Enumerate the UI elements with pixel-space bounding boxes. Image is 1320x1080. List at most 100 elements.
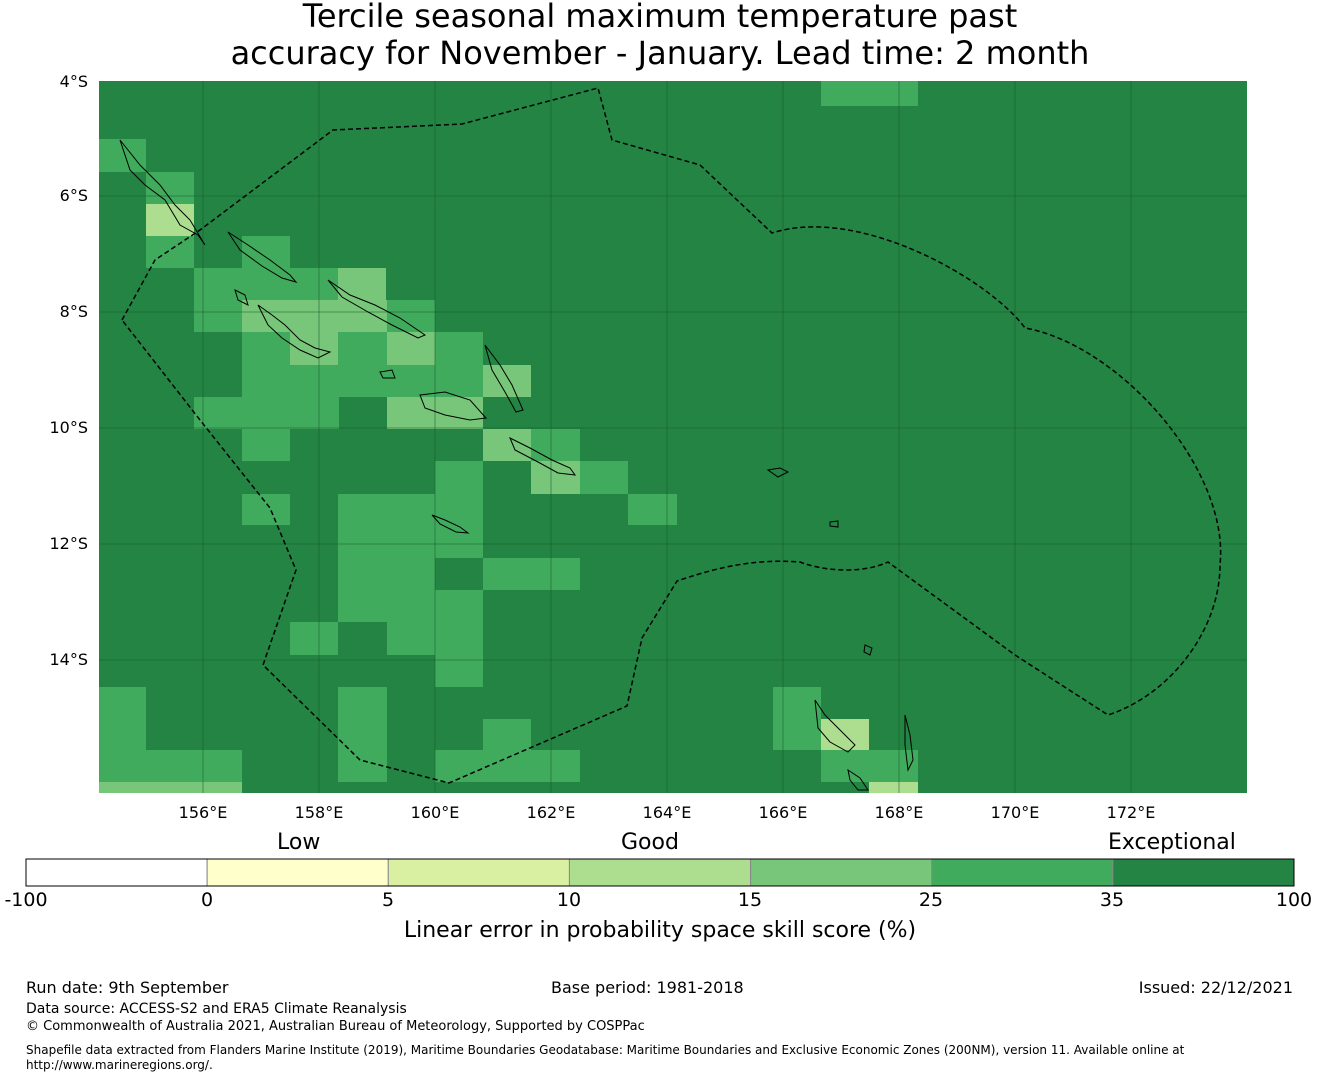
copyright: © Commonwealth of Australia 2021, Austra… [26, 1019, 645, 1034]
category-low: Low [277, 830, 321, 855]
grid-cell [290, 622, 338, 655]
grid-cell [242, 494, 290, 525]
grid-cell [242, 300, 387, 333]
coastlines [119, 139, 914, 791]
grid-cell [387, 300, 435, 333]
island-bougainville [119, 139, 206, 246]
map-background [99, 81, 1247, 793]
grid-cell [99, 687, 146, 750]
island-small-6 [379, 369, 396, 379]
island-santo [814, 699, 856, 753]
grid-cell [773, 687, 821, 750]
grid-cell [483, 719, 531, 750]
grid-cell [628, 494, 677, 525]
grid-cell [146, 204, 194, 236]
island-new-georgia [257, 304, 332, 359]
island-small-2 [829, 520, 839, 528]
issued-date: Issued: 22/12/2021 [1138, 978, 1293, 997]
run-date: Run date: 9th September [26, 978, 229, 997]
grid-cell [580, 461, 628, 494]
colorbar-segment [206, 858, 389, 887]
lon-label-170e: 170°E [990, 803, 1040, 822]
grid-cell [435, 332, 483, 365]
colorbar [25, 858, 1295, 887]
island-makira [509, 436, 577, 476]
cbar-tick: 35 [1099, 889, 1125, 911]
colorbar-segment [25, 858, 208, 887]
grid-cell [99, 750, 242, 782]
cbar-tick: -100 [4, 889, 48, 911]
grid-cell [338, 494, 483, 525]
data-source: Data source: ACCESS-S2 and ERA5 Climate … [26, 1001, 407, 1017]
colorbar-segment [387, 858, 570, 887]
island-santa-isabel [327, 279, 427, 339]
grid-cell [435, 461, 483, 494]
lon-label-166e: 166°E [758, 803, 808, 822]
grid-cell [387, 332, 435, 365]
grid-cell [338, 525, 483, 558]
lat-label-8s: 8°S [59, 302, 88, 321]
colorbar-label: Linear error in probability space skill … [403, 918, 917, 943]
lat-label-6s: 6°S [59, 186, 88, 205]
lon-label-164e: 164°E [642, 803, 692, 822]
grid-cell [194, 268, 338, 300]
grid-cell [99, 782, 242, 793]
colorbar-border [25, 858, 1295, 887]
lon-label-168e: 168°E [874, 803, 924, 822]
grid-cell [483, 365, 531, 397]
island-small-5 [234, 289, 249, 306]
grid-cell [242, 429, 290, 461]
island-small-3 [904, 714, 914, 772]
grid-cell [483, 558, 580, 590]
island-small-1 [766, 467, 790, 478]
eez-boundary [121, 87, 1222, 784]
base-period: Base period: 1981-2018 [551, 978, 744, 997]
lon-label-156e: 156°E [178, 803, 228, 822]
grid-cell [338, 332, 387, 365]
colorbar-segment [931, 858, 1114, 887]
cbar-tick: 25 [918, 889, 944, 911]
island-guadalcanal [419, 391, 488, 421]
cbar-tick: 0 [200, 889, 214, 911]
grid-cell [338, 268, 386, 300]
grid-cell [99, 139, 146, 172]
grid-cell [242, 236, 290, 268]
lon-label-158e: 158°E [294, 803, 344, 822]
grid-cell [194, 300, 242, 332]
lat-label-12s: 12°S [49, 534, 88, 553]
grid-cell [531, 461, 580, 494]
grid-cell [338, 687, 387, 782]
colorbar-segment [1112, 858, 1295, 887]
grid-cell [821, 750, 918, 782]
category-good: Good [621, 830, 679, 855]
grid-cell [821, 81, 918, 106]
grid-cell [869, 782, 918, 793]
colorbar-segment [750, 858, 933, 887]
category-exceptional: Exceptional [1108, 830, 1236, 855]
island-rennell [431, 514, 470, 534]
shapefile-credit-2: http://www.marineregions.org/. [26, 1058, 213, 1072]
grid-cell [338, 590, 483, 622]
grid-cell [242, 332, 290, 365]
title-line-2: accuracy for November - January. Lead ti… [230, 34, 1090, 72]
shapefile-credit-1: Shapefile data extracted from Flanders M… [26, 1043, 1185, 1057]
cbar-tick: 15 [737, 889, 763, 911]
island-malekula [847, 768, 869, 791]
grid-cell [338, 558, 435, 590]
cbar-tick: 5 [381, 889, 395, 911]
grid-cell [194, 397, 339, 429]
island-small-4 [863, 644, 873, 656]
grid-cell [146, 172, 194, 204]
cbar-tick: 100 [1275, 889, 1313, 911]
grid-cell [242, 365, 435, 397]
island-malaita [484, 344, 524, 413]
lat-label-4s: 4°S [59, 72, 88, 91]
colorbar-segment [568, 858, 752, 887]
cbar-tick: 10 [556, 889, 582, 911]
grid-cell [435, 750, 580, 782]
lat-label-14s: 14°S [49, 650, 88, 669]
title-line-1: Tercile seasonal maximum temperature pas… [302, 0, 1018, 35]
island-choiseul [227, 231, 298, 283]
grid-cell [531, 429, 580, 461]
